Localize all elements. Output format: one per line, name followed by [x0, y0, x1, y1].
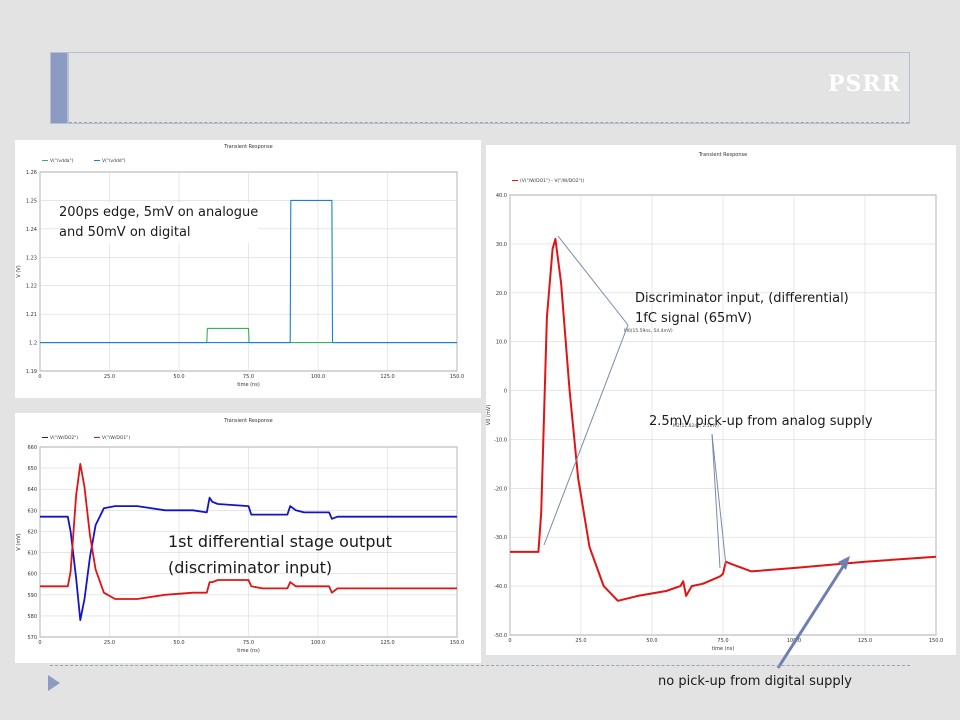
annotation-edge-line1: 200ps edge, 5mV on analogue	[59, 205, 259, 220]
series-line	[40, 199, 457, 344]
y-tick-label: 580	[27, 614, 37, 620]
annotation-analog-pickup: 2.5mV pick-up from analog supply	[649, 414, 873, 429]
chart-title: Transient Response	[223, 418, 272, 424]
legend-entry: V("/W/DO2")	[50, 435, 78, 441]
y-tick-label: 1.24	[26, 227, 37, 233]
x-tick-label: 125.0	[380, 374, 394, 380]
title-underline	[69, 122, 909, 123]
chart-title: Transient Response	[698, 152, 747, 158]
chart-discriminator-input: Transient Response 0 25.0 50.0 75.0 100.0 125.…	[486, 145, 956, 655]
x-tick-label: 150.0	[450, 374, 464, 380]
legend-entry: V("/W/DO1")	[102, 435, 130, 441]
x-tick-label: 100.0	[311, 374, 325, 380]
title-accent-stripe	[67, 53, 69, 123]
y-axis-label: V0 (mV)	[486, 405, 492, 425]
y-tick-label: 30.0	[496, 242, 507, 248]
annotation-edge: 200ps edge, 5mV on analogue and 50mV on …	[59, 203, 259, 243]
annotation-stage1-line1: 1st differential stage output	[168, 532, 392, 551]
x-tick-label: 50.0	[173, 374, 184, 380]
y-tick-label: 650	[27, 466, 37, 472]
x-tick-label: 150.0	[929, 638, 943, 644]
y-tick-label: 1.25	[26, 198, 37, 204]
y-tick-label: 1.23	[26, 255, 37, 261]
x-tick-label: 125.0	[858, 638, 872, 644]
x-tick-label: 125.0	[380, 640, 394, 646]
y-tick-label: -10.0	[494, 437, 507, 443]
annotation-discriminator-line1: Discriminator input, (differential)	[635, 291, 849, 306]
series-line	[40, 496, 457, 622]
y-tick-label: -30.0	[494, 535, 507, 541]
y-tick-label: 40.0	[496, 193, 507, 199]
legend-entry: V("/vdda")	[50, 158, 74, 164]
y-axis-label: V (mV)	[16, 533, 22, 550]
chart-title: Transient Response	[223, 144, 272, 150]
y-tick-label: 620	[27, 529, 37, 535]
annotation-discriminator-line2: 1fC signal (65mV)	[635, 311, 752, 326]
y-tick-label: 570	[27, 635, 37, 641]
y-tick-label: 590	[27, 593, 37, 599]
annotation-stage1-line2: (discriminator input)	[168, 558, 333, 577]
chart-supply-voltage-svg: Transient Response 0 25.0 50.0 75.0 100.0 125.…	[16, 144, 464, 388]
y-tick-label: 640	[27, 487, 37, 493]
y-tick-label: 10.0	[496, 340, 507, 346]
chart-stage-output: Transient Response 0 25.0 50.0 75.0 100.0 125.…	[15, 413, 481, 663]
y-tick-label: 610	[27, 551, 37, 557]
series-line	[510, 238, 937, 602]
x-tick-label: 75.0	[717, 638, 728, 644]
x-tick-label: 0	[38, 374, 41, 380]
y-tick-label: -20.0	[494, 486, 507, 492]
x-axis-label: time (ns)	[237, 648, 260, 654]
annotation-digital-pickup: no pick-up from digital supply	[658, 674, 852, 689]
x-tick-label: 25.0	[575, 638, 586, 644]
annotation-edge-line2: and 50mV on digital	[59, 225, 191, 240]
title-bar: PSRR	[50, 52, 910, 124]
footer-divider	[50, 665, 910, 666]
x-tick-label: 150.0	[450, 640, 464, 646]
x-tick-label: 25.0	[104, 640, 115, 646]
x-tick-label: 100.0	[311, 640, 325, 646]
x-tick-label: 50.0	[646, 638, 657, 644]
y-tick-label: 1.26	[26, 170, 37, 176]
series-line	[40, 463, 457, 600]
y-tick-label: 20.0	[496, 291, 507, 297]
x-axis-label: time (ns)	[237, 382, 260, 388]
x-tick-label: 0	[508, 638, 511, 644]
marker-label: M0(15.59ns, 54.4mV)	[624, 328, 673, 334]
y-tick-label: 1.2	[29, 341, 37, 347]
title-accent-bar	[51, 53, 67, 123]
legend-entry: (V("/W/DO1") - V("/W/DO2"))	[520, 178, 584, 184]
x-tick-label: 75.0	[243, 374, 254, 380]
y-tick-label: 1.21	[26, 312, 37, 318]
chart-stage-output-svg: Transient Response 0 25.0 50.0 75.0 100.0 125.…	[16, 418, 464, 654]
chart-supply-voltage: Transient Response 0 25.0 50.0 75.0 100.0 125.…	[15, 140, 481, 398]
triangle-bullet-icon	[48, 675, 60, 691]
chart-discriminator-input-svg: Transient Response 0 25.0 50.0 75.0 100.0 125.…	[486, 152, 943, 652]
annotation-discriminator: Discriminator input, (differential) 1fC …	[635, 289, 849, 329]
y-tick-label: -40.0	[494, 584, 507, 590]
y-tick-label: 600	[27, 572, 37, 578]
x-tick-label: 75.0	[243, 640, 254, 646]
x-tick-label: 0	[38, 640, 41, 646]
legend-entry: V("/vddd")	[102, 158, 126, 164]
x-axis-label: time (ns)	[712, 646, 735, 652]
slide-title: PSRR	[828, 71, 901, 97]
y-tick-label: 1.19	[26, 369, 37, 375]
y-tick-label: 630	[27, 508, 37, 514]
y-tick-label: -50.0	[494, 633, 507, 639]
y-axis-label: V (V)	[16, 265, 22, 277]
annotation-stage1: 1st differential stage output (discrimin…	[168, 529, 392, 581]
x-tick-label: 100.0	[787, 638, 801, 644]
marker-label: M2(11.82ns, 2.5mV)	[673, 423, 719, 429]
x-tick-label: 50.0	[173, 640, 184, 646]
x-tick-label: 25.0	[104, 374, 115, 380]
y-tick-label: 1.22	[26, 284, 37, 290]
y-tick-label: 660	[27, 445, 37, 451]
y-tick-label: 0	[504, 389, 507, 395]
